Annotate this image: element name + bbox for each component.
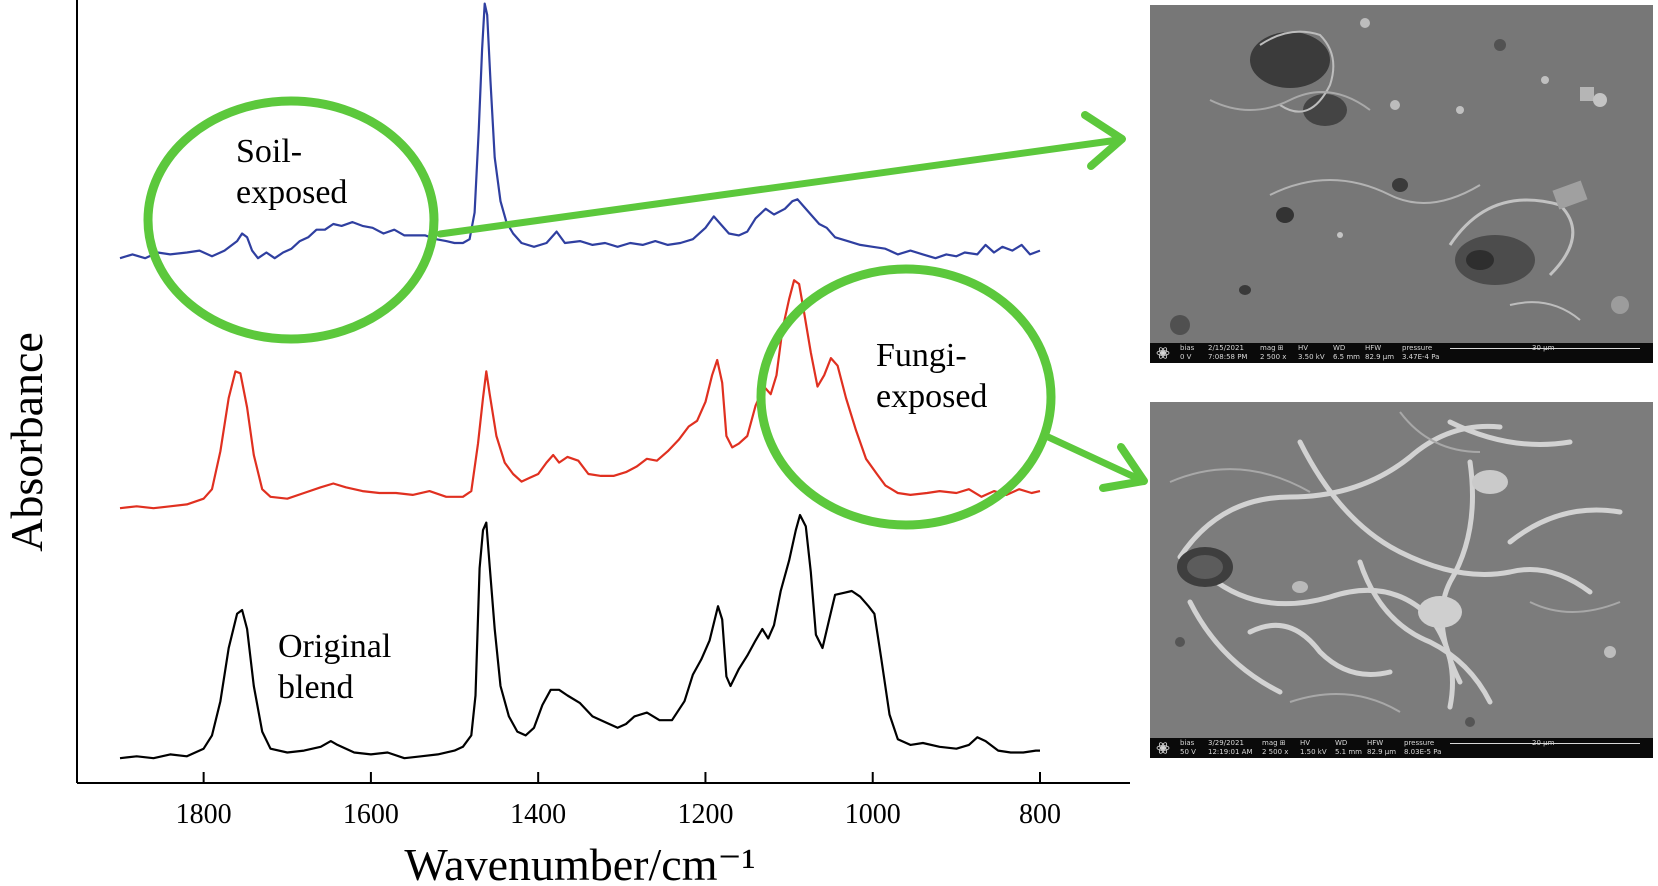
sem-meta: bias 0 V — [1180, 344, 1195, 361]
microscope-logo-icon — [1156, 742, 1170, 754]
sem-image-fungi-exposed: bias 50 V 3/29/2021 12:19:01 AM mag ⊞ 2 500… — [1150, 402, 1653, 758]
series-layer — [119, 2, 1041, 760]
sem-meta: WD 6.5 mm — [1333, 344, 1360, 361]
soil-highlight-ellipse — [143, 96, 439, 344]
x-axis-label: Wavenumber/cm⁻¹ — [404, 839, 755, 886]
x-tick-label: 1800 — [176, 799, 232, 830]
sem-meta: mag ⊞ 2 500 x — [1262, 739, 1289, 756]
original-label-line2: blend — [278, 669, 354, 706]
sem-meta: pressure 3.47E-4 Pa — [1402, 344, 1440, 361]
spectrum-line-0 — [119, 513, 1040, 760]
scale-bar — [1450, 743, 1640, 744]
fungi-label-line2: exposed — [876, 378, 987, 415]
sem-meta: pressure 8.03E-5 Pa — [1404, 739, 1442, 756]
sem-meta: HFW 82.9 µm — [1365, 344, 1395, 361]
sem-soil-texture — [1150, 5, 1653, 343]
sem-fungi-texture — [1150, 402, 1653, 738]
sem-meta: 2/15/2021 7:08:58 PM — [1208, 344, 1248, 361]
x-tick-label: 1200 — [677, 799, 733, 830]
spectrum-line-2 — [119, 2, 1041, 260]
sem-soil-databar: bias 0 V 2/15/2021 7:08:58 PM mag ⊞ 2 500 x… — [1150, 343, 1653, 363]
x-ticks — [202, 772, 1041, 783]
sem-meta: 3/29/2021 12:19:01 AM — [1208, 739, 1253, 756]
y-axis-label: Absorbance — [1, 332, 52, 552]
sem-meta: mag ⊞ 2 500 x — [1260, 344, 1287, 361]
microscope-logo-icon — [1156, 347, 1170, 359]
x-tick-labels: 1800 1600 1400 1200 1000 800 — [176, 799, 1061, 830]
scale-bar-label: 20 µm — [1532, 739, 1555, 747]
soil-label-line1: Soil- — [236, 133, 302, 170]
fungi-arrow-line — [1042, 432, 1145, 484]
soil-label-line2: exposed — [236, 174, 347, 211]
spectrum-line-1 — [119, 279, 1041, 510]
sem-meta: HV 3.50 kV — [1298, 344, 1325, 361]
scale-bar-label: 30 µm — [1532, 344, 1555, 352]
x-tick-label: 1000 — [845, 799, 901, 830]
sem-meta: WD 5.1 mm — [1335, 739, 1362, 756]
sem-meta: bias 50 V — [1180, 739, 1196, 756]
fungi-label-line1: Fungi- — [876, 337, 967, 374]
fungi-highlight-ellipse — [756, 264, 1056, 530]
original-label-line1: Original — [278, 628, 391, 665]
fungi-arrowhead — [1099, 443, 1148, 492]
scale-bar — [1450, 348, 1640, 349]
sem-meta: HV 1.50 kV — [1300, 739, 1327, 756]
soil-arrow-line — [436, 136, 1122, 238]
soil-arrowhead — [1081, 111, 1126, 170]
sem-fungi-databar: bias 50 V 3/29/2021 12:19:01 AM mag ⊞ 2 500… — [1150, 738, 1653, 758]
sem-image-soil-exposed: bias 0 V 2/15/2021 7:08:58 PM mag ⊞ 2 500 x… — [1150, 5, 1653, 363]
x-tick-label: 1400 — [510, 799, 566, 830]
x-tick-label: 1600 — [343, 799, 399, 830]
x-tick-label: 800 — [1019, 799, 1061, 830]
sem-meta: HFW 82.9 µm — [1367, 739, 1397, 756]
